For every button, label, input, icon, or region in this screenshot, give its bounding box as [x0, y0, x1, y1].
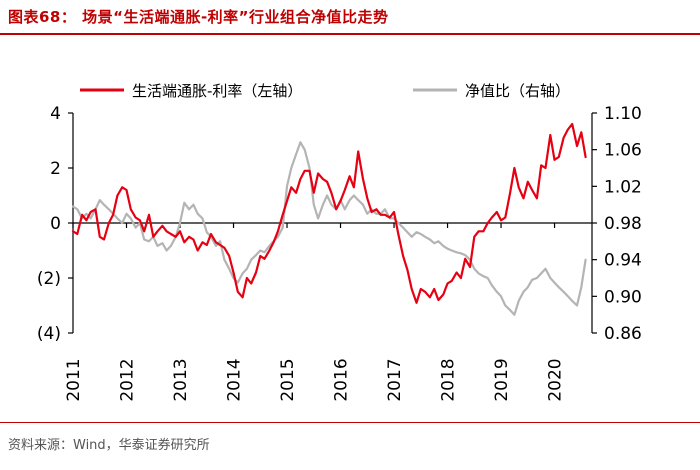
y-left-tick-label: 0: [50, 214, 61, 234]
x-tick-label: 2020: [546, 358, 566, 401]
line-chart: 4 2 0 (2) (4) 1.10 1.06 1.02 0.98 0.94 0.90 0.86 201…: [37, 82, 642, 402]
y-left-tick-label: 4: [50, 104, 61, 124]
x-tick-label: 2011: [64, 358, 84, 401]
y-right-tick-label: 1.10: [604, 104, 642, 124]
x-tick-label: 2013: [171, 358, 191, 401]
source-note: 资料来源：Wind，华泰证券研究所: [8, 438, 210, 453]
series-line-nav-ratio: [71, 141, 587, 316]
chart-title: 图表68： 场景“生活端通胀-利率”行业组合净值比走势: [8, 8, 389, 26]
x-tick-label: 2012: [118, 358, 138, 401]
footer-divider: [0, 422, 700, 423]
axes-layer: 4 2 0 (2) (4) 1.10 1.06 1.02 0.98 0.94 0.90 0.86 201…: [37, 104, 642, 402]
y-left-tick-label: 2: [50, 159, 61, 179]
y-right-tick-label: 0.98: [604, 214, 642, 234]
y-right-tick-label: 0.86: [604, 324, 642, 344]
y-right-tick-label: 0.94: [604, 251, 642, 271]
x-tick-label: 2015: [278, 358, 298, 401]
legend: 生活端通胀-利率（左轴） 净值比（右轴）: [80, 82, 570, 100]
y-right-tick-label: 0.90: [604, 287, 642, 307]
y-right-tick-label: 1.06: [604, 141, 642, 161]
x-tick-label: 2016: [332, 358, 352, 401]
legend-label-right-series: 净值比（右轴）: [465, 82, 570, 100]
x-tick-label: 2018: [439, 358, 459, 401]
series-line-inflation-minus-rate: [71, 122, 587, 304]
legend-label-left-series: 生活端通胀-利率（左轴）: [132, 82, 302, 100]
x-tick-label: 2019: [492, 358, 512, 401]
y-left-tick-label: (4): [37, 324, 61, 344]
y-left-tick-label: (2): [37, 269, 61, 289]
series-layer: [71, 122, 587, 316]
x-tick-label: 2017: [385, 358, 405, 401]
title-divider: [0, 33, 700, 35]
y-right-tick-label: 1.02: [604, 177, 642, 197]
x-tick-label: 2014: [225, 358, 245, 401]
